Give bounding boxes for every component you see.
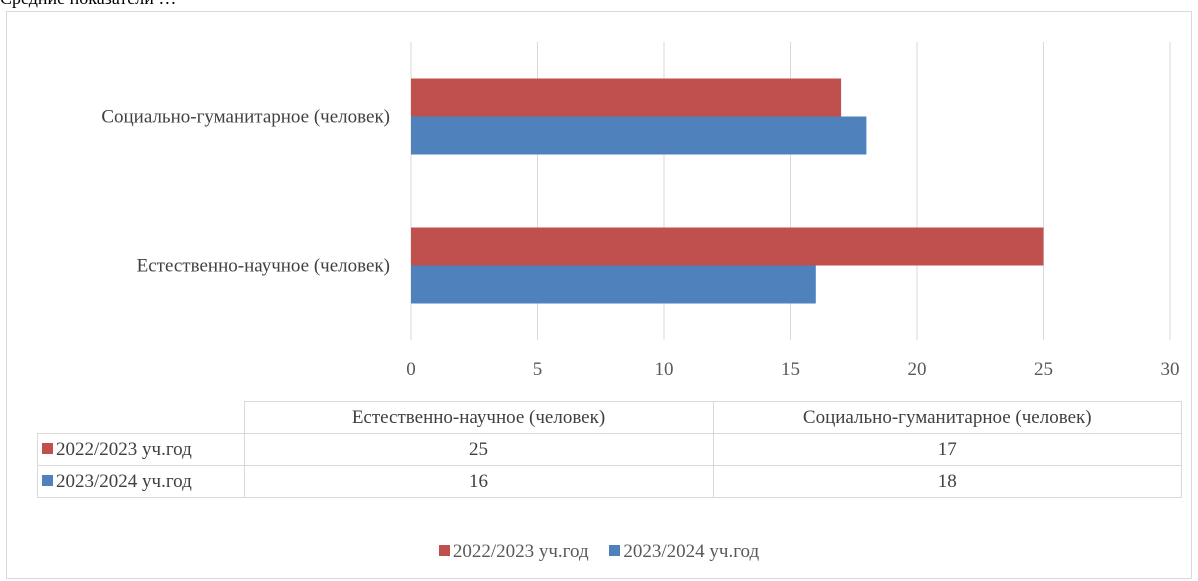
series-2-label: 2023/2024 уч.год: [56, 470, 192, 492]
x-tick-label: 5: [533, 359, 543, 380]
x-tick-label: 30: [1161, 359, 1180, 380]
series-2-key-icon: [42, 474, 53, 486]
x-tick-label: 15: [781, 359, 800, 380]
table-header-cell: Социально-гуманитарное (человек): [712, 401, 1182, 434]
x-tick-label: 20: [908, 359, 927, 380]
table-cell: 16: [243, 465, 714, 498]
table-cell: 25: [243, 433, 714, 466]
bar-chart: 0 5 10 15 20 25 30 Естественно-научное (человек…: [101, 42, 1180, 380]
bar: [411, 116, 867, 155]
bar: [411, 265, 816, 304]
legend-item: 2022/2023 уч.год: [438, 541, 589, 563]
legend-item: 2023/2024 уч.год: [609, 541, 759, 563]
chart-legend: 2022/2023 уч.год 2023/2024 уч.год: [0, 541, 1198, 563]
legend-series-2-icon: [609, 545, 621, 556]
series-1-key-icon: [42, 442, 53, 454]
table-row: 2023/2024 уч.год 16 18: [37, 465, 1182, 498]
table-corner: [37, 401, 245, 434]
chart-frame: [6, 11, 1192, 579]
table-row: 2022/2023 уч.год 25 17: [37, 433, 1182, 466]
x-tick-label: 25: [1034, 359, 1053, 380]
legend-label: 2023/2024 уч.год: [623, 541, 760, 562]
table-cell: 17: [712, 433, 1182, 466]
table-row-label: 2022/2023 уч.год: [37, 433, 245, 466]
bar: [411, 227, 1044, 266]
table-row-label: 2023/2024 уч.год: [37, 465, 245, 498]
table-header-row: Естественно-научное (человек) Социально-…: [37, 401, 1182, 434]
page-top-text: Средние показатели …: [0, 0, 176, 9]
category-label: Социально-гуманитарное (человек): [101, 107, 390, 128]
x-tick-label: 0: [406, 359, 416, 380]
table-header-cell: Естественно-научное (человек): [243, 401, 714, 434]
table-cell: 18: [712, 465, 1182, 498]
data-table: Естественно-научное (человек) Социально-…: [37, 401, 1182, 498]
legend-series-1-icon: [438, 545, 450, 556]
legend-label: 2022/2023 уч.год: [452, 541, 589, 562]
category-label: Естественно-научное (человек): [137, 256, 390, 277]
bar: [411, 78, 842, 117]
x-tick-label: 10: [655, 359, 674, 380]
series-1-label: 2022/2023 уч.год: [56, 438, 192, 460]
